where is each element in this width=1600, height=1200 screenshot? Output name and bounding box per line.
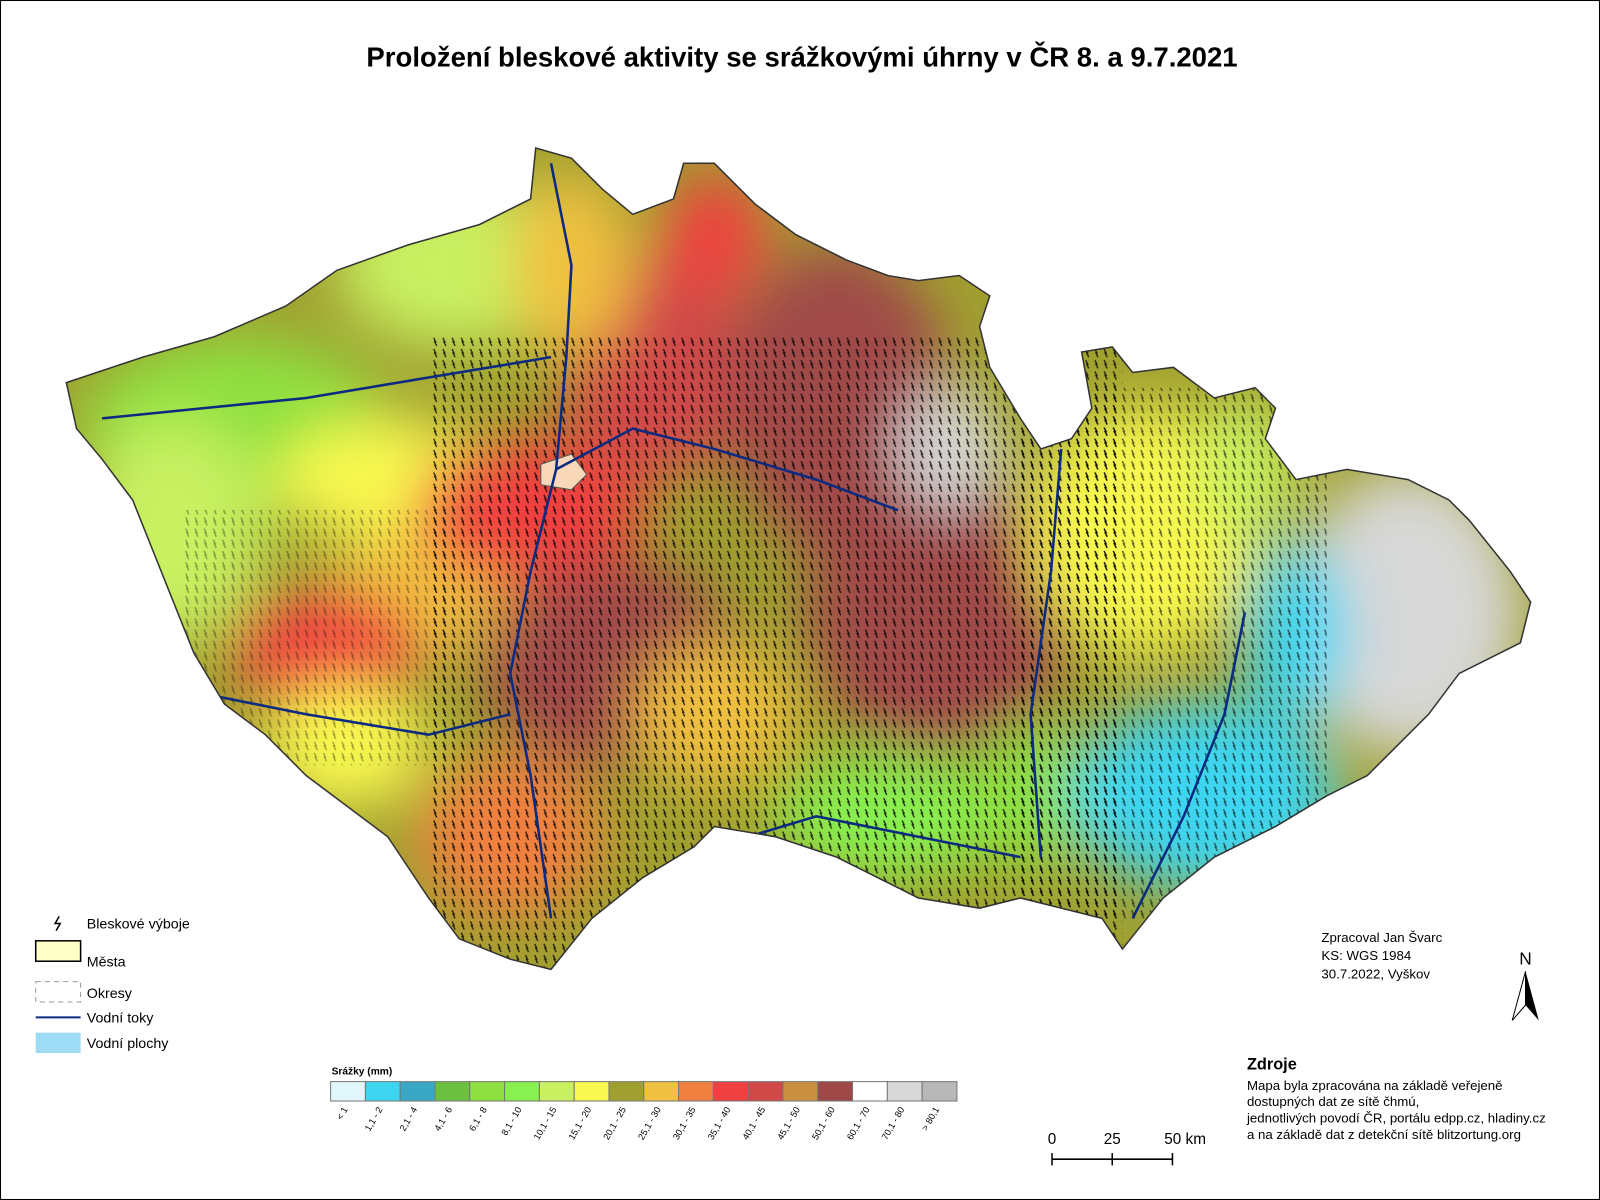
colorbar-label: 30,1 - 35	[671, 1105, 698, 1141]
colorbar-label: 4,1 - 6	[432, 1105, 454, 1133]
north-label: N	[1519, 948, 1532, 968]
colorbar-label: 8,1 - 10	[500, 1105, 524, 1137]
lightning-strikes	[428, 336, 1123, 970]
colorbar-label: 70,1 - 80	[880, 1105, 907, 1141]
credits: Zpracoval Jan Švarc KS: WGS 1984 30.7.20…	[1321, 930, 1442, 982]
zone	[663, 173, 766, 296]
legend-label: Okresy	[87, 986, 133, 1002]
colorbar-label: 45,1 - 50	[775, 1105, 802, 1141]
map-legend: Bleskové výboje Města Okresy Vodní toky …	[34, 915, 190, 1054]
map-title: Proložení bleskové aktivity se srážkovým…	[366, 41, 1237, 72]
colorbar-swatch	[538, 1081, 575, 1102]
colorbar-swatch	[573, 1081, 610, 1102]
scale-label: 0	[1048, 1131, 1057, 1148]
precipitation-map	[66, 147, 1531, 970]
colorbar-swatch	[921, 1081, 958, 1102]
north-arrow: N	[1511, 948, 1539, 1021]
legend-symbol	[53, 915, 62, 931]
colorbar-label: 1,1 - 2	[363, 1105, 385, 1133]
colorbar-swatch	[852, 1081, 888, 1102]
colorbar-label: < 1	[335, 1105, 350, 1121]
credit-line: 30.7.2022, Vyškov	[1321, 967, 1430, 982]
scale-label: 50 km	[1164, 1131, 1206, 1148]
legend-symbol	[35, 981, 82, 1003]
colorbar-label: 15,1 - 20	[567, 1105, 594, 1141]
colorbar-label: 35,1 - 40	[706, 1105, 733, 1141]
colorbar-swatch	[817, 1081, 854, 1102]
rivers	[101, 163, 1247, 919]
colorbar-swatch	[434, 1081, 471, 1102]
colorbar-swatch	[469, 1081, 506, 1102]
arrow	[1511, 971, 1527, 1021]
source-line: a na základě dat z detekční sítě blitzor…	[1247, 1127, 1521, 1142]
colorbar-swatch	[330, 1081, 366, 1102]
colorbar-label: 40,1 - 45	[741, 1105, 768, 1141]
colorbar-label: 6,1 - 8	[467, 1105, 489, 1133]
colorbar: < 1 1,1 - 2 2,1 - 4 4,1 - 6 6,1 - 8 8,1 - 10 1…	[330, 1081, 958, 1142]
colorbar-swatch	[643, 1081, 680, 1102]
sources-heading: Zdroje	[1247, 1055, 1297, 1073]
source-line: jednotlivých povodí ČR, portálu edpp.cz,…	[1246, 1110, 1546, 1125]
colorbar-swatch	[886, 1081, 923, 1102]
colorbar-swatch	[364, 1081, 401, 1102]
source-line: dostupných dat ze sítě čhmú,	[1247, 1094, 1419, 1109]
arrow	[1525, 971, 1539, 1021]
colorbar-title: Srážky (mm)	[332, 1066, 393, 1077]
legend-label: Vodní toky	[87, 1010, 154, 1026]
colorbar-swatch	[712, 1081, 749, 1102]
colorbar-swatch	[782, 1081, 819, 1102]
sources: Zdroje Mapa byla zpracována na základě v…	[1246, 1055, 1546, 1141]
legend-label: Bleskové výboje	[87, 917, 190, 933]
colorbar-label: 20,1 - 25	[601, 1105, 628, 1141]
legend-symbol	[34, 940, 82, 962]
scale-label: 25	[1104, 1131, 1121, 1148]
colorbar-swatch	[504, 1081, 540, 1102]
source-line: Mapa byla zpracována na základě veřejeně	[1247, 1078, 1503, 1093]
lightning-strikes	[183, 510, 449, 766]
colorbar-swatch	[678, 1081, 714, 1102]
colorbar-label: 2,1 - 4	[398, 1105, 420, 1133]
credit-line: KS: WGS 1984	[1321, 948, 1411, 963]
colorbar-label: 10,1 - 15	[532, 1105, 559, 1141]
colorbar-label: > 80,1	[920, 1105, 942, 1132]
colorbar-swatch	[399, 1081, 436, 1102]
legend-label: Vodní plochy	[87, 1036, 170, 1052]
colorbar-label: 25,1 - 30	[636, 1105, 663, 1141]
colorbar-label: 60,1 - 70	[845, 1105, 872, 1141]
credit-line: Zpracoval Jan Švarc	[1321, 930, 1442, 945]
colorbar-swatch	[747, 1081, 784, 1102]
legend-label: Města	[87, 954, 126, 970]
legend-symbol	[35, 1032, 81, 1054]
colorbar-label: 50,1 - 60	[810, 1105, 837, 1141]
scale-bar: 0 25 50 km	[1048, 1131, 1206, 1166]
colorbar-swatch	[608, 1081, 645, 1102]
